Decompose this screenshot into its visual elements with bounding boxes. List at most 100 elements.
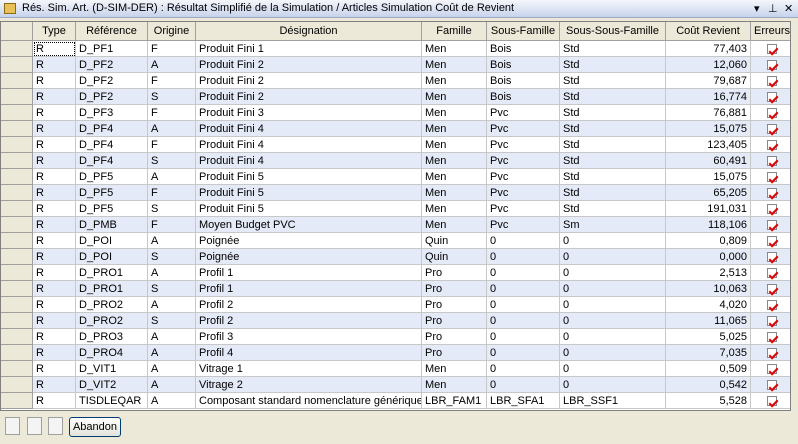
column-header[interactable]: Référence (76, 22, 148, 41)
error-checkbox[interactable] (767, 60, 777, 70)
cell: Bois (487, 57, 560, 73)
cell: D_PF4 (76, 121, 148, 137)
error-checkbox[interactable] (767, 76, 777, 86)
cell: Profil 1 (196, 265, 422, 281)
cell: Pvc (487, 153, 560, 169)
column-header[interactable]: Famille (422, 22, 487, 41)
cell: Men (422, 201, 487, 217)
row-selector[interactable] (1, 313, 33, 329)
row-selector[interactable] (1, 57, 33, 73)
row-selector[interactable] (1, 137, 33, 153)
cell: 0 (487, 281, 560, 297)
error-checkbox[interactable] (767, 396, 777, 406)
error-checkbox[interactable] (767, 92, 777, 102)
error-checkbox[interactable] (767, 44, 777, 54)
row-selector[interactable] (1, 73, 33, 89)
cell: 0 (560, 345, 666, 361)
column-header[interactable]: Désignation (196, 22, 422, 41)
cell: 0 (560, 233, 666, 249)
cell: 0 (560, 249, 666, 265)
row-selector[interactable] (1, 265, 33, 281)
cell: Pvc (487, 169, 560, 185)
cell: D_PF2 (76, 89, 148, 105)
menu-button[interactable]: ▾ (754, 3, 760, 15)
column-header[interactable]: Origine (148, 22, 196, 41)
row-selector[interactable] (1, 105, 33, 121)
close-button[interactable]: ✕ (784, 3, 794, 15)
row-selector[interactable] (1, 185, 33, 201)
error-checkbox[interactable] (767, 380, 777, 390)
column-header[interactable]: Erreurs (751, 22, 790, 41)
title-bar: Rés. Sim. Art. (D-SIM-DER) : Résultat Si… (0, 0, 798, 18)
row-selector[interactable] (1, 89, 33, 105)
row-selector[interactable] (1, 41, 33, 57)
cell: Men (422, 73, 487, 89)
row-selector[interactable] (1, 329, 33, 345)
column-header[interactable]: Sous-Famille (487, 22, 560, 41)
row-selector[interactable] (1, 361, 33, 377)
column-header[interactable]: Coût Revient (666, 22, 751, 41)
cell: 79,687 (666, 73, 751, 89)
error-checkbox[interactable] (767, 124, 777, 134)
cell: R (33, 73, 76, 89)
error-checkbox[interactable] (767, 156, 777, 166)
error-checkbox[interactable] (767, 236, 777, 246)
row-selector[interactable] (1, 201, 33, 217)
cell: Profil 1 (196, 281, 422, 297)
row-selector[interactable] (1, 297, 33, 313)
expand-button[interactable] (48, 417, 63, 435)
row-selector[interactable] (1, 281, 33, 297)
row-selector[interactable] (1, 345, 33, 361)
error-checkbox[interactable] (767, 252, 777, 262)
first-button[interactable] (5, 417, 20, 435)
cell: R (33, 121, 76, 137)
cell: Sm (560, 217, 666, 233)
cell: R (33, 361, 76, 377)
cell: Produit Fini 1 (196, 41, 422, 57)
row-selector[interactable] (1, 393, 33, 409)
cell: S (148, 313, 196, 329)
cell: Std (560, 185, 666, 201)
error-checkbox[interactable] (767, 268, 777, 278)
error-checkbox[interactable] (767, 348, 777, 358)
column-header[interactable]: Sous-Sous-Famille (560, 22, 666, 41)
row-selector[interactable] (1, 121, 33, 137)
error-checkbox[interactable] (767, 300, 777, 310)
cell: Std (560, 73, 666, 89)
cell: Men (422, 185, 487, 201)
row-selector[interactable] (1, 377, 33, 393)
error-checkbox[interactable] (767, 188, 777, 198)
cell: 5,025 (666, 329, 751, 345)
error-checkbox[interactable] (767, 172, 777, 182)
cell: Produit Fini 4 (196, 137, 422, 153)
cell: D_PMB (76, 217, 148, 233)
cell: 0,809 (666, 233, 751, 249)
cell: Produit Fini 5 (196, 201, 422, 217)
cell: S (148, 201, 196, 217)
row-selector[interactable] (1, 169, 33, 185)
cell: A (148, 121, 196, 137)
cell (751, 41, 790, 57)
error-checkbox[interactable] (767, 204, 777, 214)
error-checkbox[interactable] (767, 332, 777, 342)
error-checkbox[interactable] (767, 220, 777, 230)
error-checkbox[interactable] (767, 316, 777, 326)
cell: 0 (487, 361, 560, 377)
abandon-button[interactable]: Abandon (69, 417, 121, 437)
row-selector[interactable] (1, 153, 33, 169)
row-selector[interactable] (1, 233, 33, 249)
row-selector[interactable] (1, 217, 33, 233)
cell: R (33, 137, 76, 153)
cell: Std (560, 169, 666, 185)
error-checkbox[interactable] (767, 140, 777, 150)
error-checkbox[interactable] (767, 108, 777, 118)
nav-button[interactable] (27, 417, 42, 435)
cell: Std (560, 153, 666, 169)
cell: TISDLEQAR (76, 393, 148, 409)
row-selector[interactable] (1, 249, 33, 265)
error-checkbox[interactable] (767, 284, 777, 294)
error-checkbox[interactable] (767, 364, 777, 374)
pin-button[interactable]: ⊥ (768, 3, 778, 15)
column-header[interactable]: Type (33, 22, 76, 41)
cell: Pro (422, 265, 487, 281)
